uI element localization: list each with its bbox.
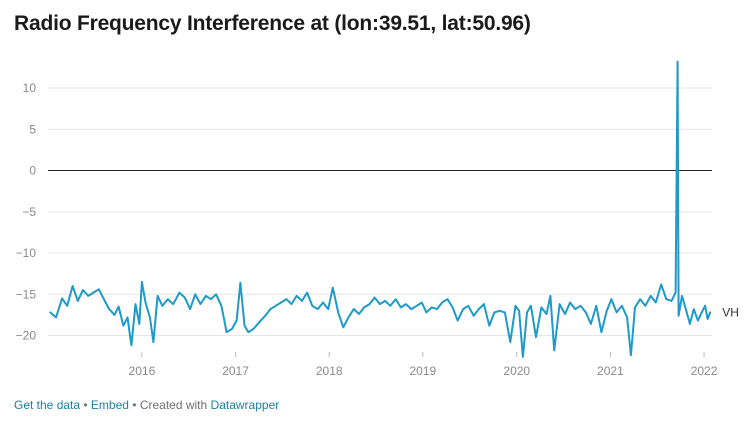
created-with-text: • Created with	[128, 398, 211, 412]
x-tick-label: 2021	[597, 364, 624, 378]
y-tick-label: −5	[22, 205, 36, 219]
datawrapper-link[interactable]: Datawrapper	[210, 398, 280, 412]
y-axis: 10 5 0 −5 −10 −15 −20	[16, 81, 37, 343]
series-label: VH	[722, 305, 739, 319]
grid-lines	[48, 87, 712, 336]
x-axis: 2016 2017 2018 2019 2020 2021 2022	[129, 352, 718, 378]
y-tick-label: −20	[16, 329, 37, 343]
y-tick-label: 10	[23, 81, 37, 95]
series-line-vh	[49, 60, 712, 358]
x-tick-label: 2017	[222, 364, 249, 378]
chart-footer: Get the data • Embed • Created with Data…	[14, 398, 279, 412]
chart-title: Radio Frequency Interference at (lon:39.…	[14, 12, 531, 35]
y-tick-label: −10	[16, 246, 37, 260]
get-data-link[interactable]: Get the data	[14, 398, 81, 412]
y-tick-label: −15	[16, 287, 37, 301]
y-tick-label: 0	[29, 164, 36, 178]
series-layer: VH	[49, 60, 739, 358]
footer-separator: •	[80, 398, 91, 412]
y-tick-label: 5	[29, 122, 36, 136]
x-tick-label: 2020	[503, 364, 530, 378]
x-tick-label: 2018	[316, 364, 343, 378]
x-tick-label: 2016	[129, 364, 156, 378]
embed-link[interactable]: Embed	[90, 398, 129, 412]
x-tick-label: 2019	[409, 364, 436, 378]
x-tick-label: 2022	[691, 364, 718, 378]
